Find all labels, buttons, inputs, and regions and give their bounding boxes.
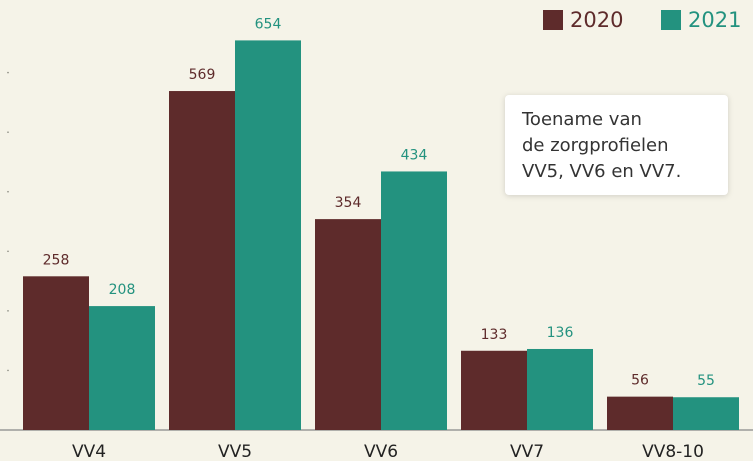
x-tick-label: VV4	[72, 442, 106, 461]
value-label: 208	[109, 282, 136, 298]
legend-swatch	[543, 10, 563, 30]
bar	[315, 219, 381, 430]
annotation-text: de zorgprofielen	[522, 135, 669, 156]
value-label: 133	[481, 327, 508, 343]
x-tick-label: VV7	[510, 442, 544, 461]
legend-label: 2021	[688, 8, 741, 32]
legend-swatch	[661, 10, 681, 30]
legend-label: 2020	[570, 8, 623, 32]
y-tick-mark	[7, 131, 9, 133]
bar	[23, 276, 89, 430]
bar	[89, 306, 155, 430]
bar	[461, 350, 527, 430]
value-label: 569	[189, 67, 216, 83]
x-tick-label: VV6	[364, 442, 398, 461]
bar	[607, 396, 673, 430]
annotation-text: VV5, VV6 en VV7.	[522, 161, 681, 182]
value-label: 258	[43, 252, 70, 268]
y-tick-mark	[7, 369, 9, 372]
y-tick-mark	[7, 250, 9, 253]
y-tick-mark	[7, 310, 9, 312]
x-tick-label: VV8-10	[642, 442, 704, 461]
value-label: 56	[631, 373, 649, 389]
annotation-text: Toename van	[521, 109, 642, 130]
bar	[169, 91, 235, 430]
bar	[673, 397, 739, 430]
bar	[381, 171, 447, 430]
bar	[527, 348, 593, 430]
x-tick-label: VV5	[218, 442, 252, 461]
y-tick-mark	[7, 190, 9, 193]
bar	[235, 40, 301, 430]
value-label: 434	[401, 147, 428, 163]
value-label: 55	[697, 373, 715, 389]
value-label: 354	[335, 195, 362, 211]
value-label: 136	[547, 325, 574, 341]
annotation-box	[505, 95, 728, 195]
y-tick-mark	[7, 71, 9, 74]
value-label: 654	[255, 16, 282, 32]
